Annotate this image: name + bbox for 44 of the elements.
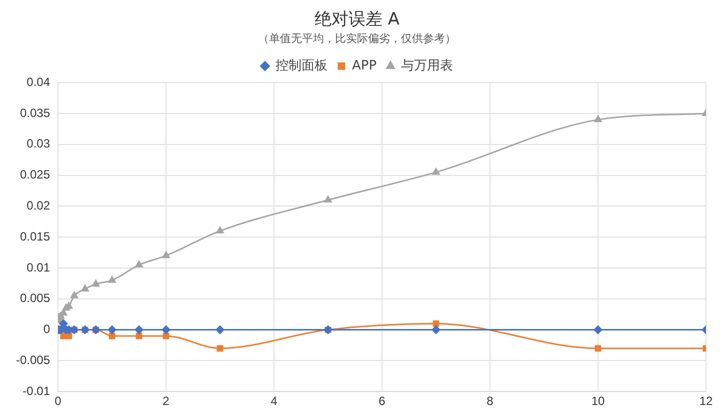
point: [59, 319, 68, 328]
point: [70, 292, 78, 298]
legend-label: 控制面板: [275, 58, 328, 74]
x-tick-label: 2: [162, 394, 170, 408]
y-tick-label: 0.005: [20, 291, 50, 306]
point: [594, 345, 602, 352]
x-tick-label: 6: [378, 394, 386, 408]
x-tick-label: 10: [591, 394, 605, 408]
point: [66, 332, 72, 340]
y-tick-label: 0.025: [20, 168, 50, 182]
x-tick-label: 4: [270, 394, 278, 408]
point: [81, 284, 89, 292]
x-tick-label: 12: [699, 394, 713, 408]
point: [216, 326, 224, 334]
point: [92, 280, 100, 287]
y-tick-label: 0.015: [20, 229, 50, 244]
y-tick-label: -0.01: [22, 384, 50, 398]
y-tick-label: 0.035: [20, 106, 50, 120]
point: [216, 345, 224, 352]
y-tick-label: 0.04: [26, 74, 50, 89]
y-tick-label: -0.005: [16, 353, 50, 368]
y-tick-label: 0.01: [26, 260, 50, 274]
point: [594, 326, 602, 334]
point: [134, 326, 144, 334]
point: [108, 276, 116, 283]
point: [432, 168, 440, 175]
point: [135, 260, 143, 268]
point: [162, 326, 170, 334]
point: [594, 115, 602, 122]
point: [162, 251, 170, 258]
point: [216, 226, 224, 234]
chart-title: 绝对误差 A: [314, 10, 400, 30]
x-tick-label: 8: [486, 394, 494, 408]
point: [432, 326, 440, 334]
chart-subtitle: （单值无平均，比实际偏劣，仅供参考）: [258, 32, 456, 45]
y-tick-label: 0: [43, 322, 50, 336]
y-tick-label: 0.02: [26, 198, 50, 213]
legend-label: 与万用表: [401, 58, 454, 74]
y-tick-label: 0.03: [26, 136, 50, 151]
point: [324, 196, 332, 203]
point: [108, 326, 116, 334]
legend-label: APP: [352, 58, 377, 74]
x-tick-label: 0: [54, 394, 62, 408]
point: [432, 320, 440, 327]
